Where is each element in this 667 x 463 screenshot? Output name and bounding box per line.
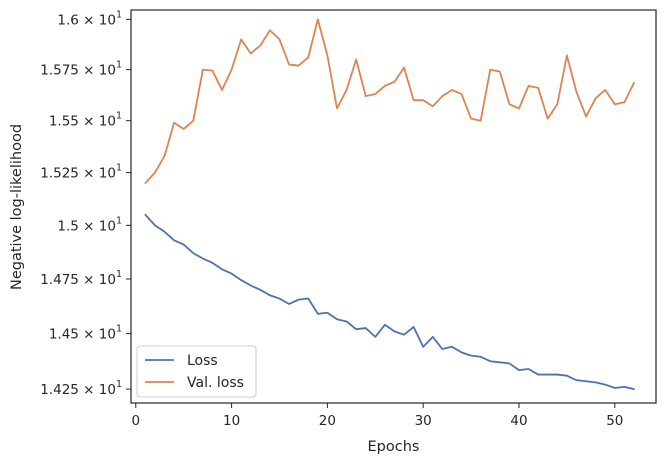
y-tick-label: 1.55 × 101 <box>49 111 122 130</box>
legend-box <box>136 345 257 398</box>
plot-frame <box>130 9 657 404</box>
x-tick-label: 10 <box>223 413 240 429</box>
y-tick-label: 1.45 × 101 <box>49 324 122 343</box>
y-tick-label: 1.5 × 101 <box>57 215 122 234</box>
series-layer <box>144 18 635 390</box>
x-axis: 0 10 20 30 40 50 <box>131 403 623 429</box>
y-axis: 1.425 × 101 1.45 × 101 1.475 × 101 1.5 × 10… <box>40 9 131 398</box>
y-tick-label: 1.525 × 101 <box>40 163 122 182</box>
y-tick-label: 1.575 × 101 <box>40 60 122 79</box>
x-tick-label: 20 <box>319 413 336 429</box>
legend: Loss Val. loss <box>136 345 257 398</box>
legend-label-val-loss: Val. loss <box>187 375 244 391</box>
series-line-loss <box>144 213 635 390</box>
y-axis-label: Negative log-likelihood <box>9 124 25 290</box>
x-tick-label: 50 <box>606 413 623 429</box>
x-tick-label: 40 <box>510 413 527 429</box>
plot-area <box>130 9 657 404</box>
x-tick-label: 30 <box>415 413 432 429</box>
legend-label-loss: Loss <box>187 353 218 369</box>
y-tick-label: 1.425 × 101 <box>40 379 122 398</box>
x-tick-label: 0 <box>131 413 140 429</box>
series-line-val-loss <box>144 18 635 184</box>
y-tick-label: 1.6 × 101 <box>57 9 122 28</box>
y-tick-label: 1.475 × 101 <box>40 269 122 288</box>
x-axis-label: Epochs <box>368 439 420 455</box>
